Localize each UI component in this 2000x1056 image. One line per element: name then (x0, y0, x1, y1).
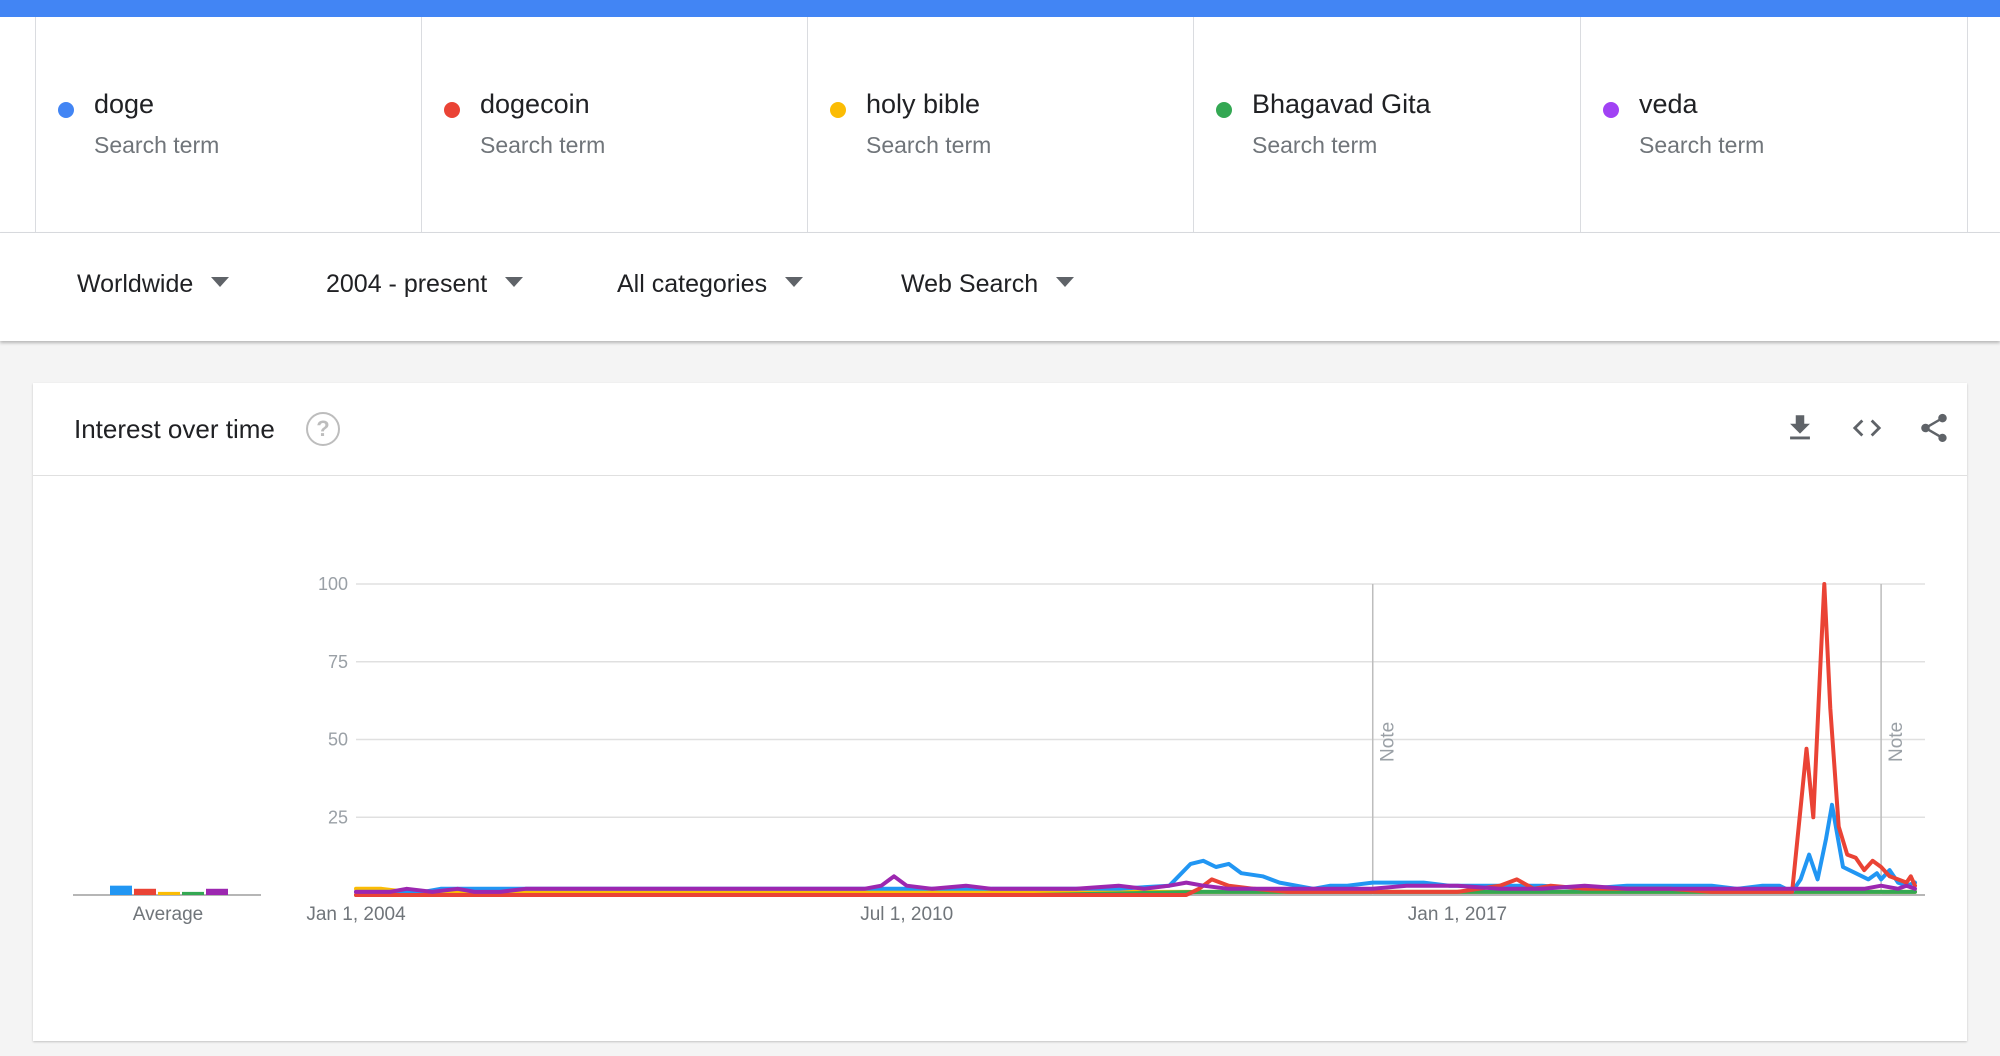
category-dropdown[interactable]: All categories (617, 270, 804, 299)
interest-chart: 100 75 50 25 Note Note Average Jan 1, 2004 Ju… (73, 574, 1925, 925)
term-card-dogecoin[interactable]: dogecoin Search term (421, 17, 808, 232)
category-value: All categories (617, 270, 768, 298)
dropdown-arrow-icon (1056, 277, 1075, 288)
note-label: Note (1378, 722, 1399, 762)
x-axis-ticks: Jan 1, 2004 Jul 1, 2010 Jan 1, 2017 (306, 904, 1507, 925)
term-type: Search term (866, 132, 992, 158)
series-color-dot (444, 102, 460, 118)
chart-notes: Note Note (1371, 584, 1907, 895)
term-card-doge[interactable]: doge Search term (35, 17, 422, 232)
term-name: Bhagavad Gita (1252, 89, 1431, 119)
term-name: doge (94, 89, 155, 119)
average-bar (110, 885, 132, 895)
help-icon[interactable]: ? (306, 412, 340, 446)
term-card-bhagavad-gita[interactable]: Bhagavad Gita Search term (1193, 17, 1580, 232)
average-bar (158, 891, 180, 895)
card-title: Interest over time (74, 414, 275, 444)
term-name: holy bible (866, 89, 981, 119)
term-card-holy-bible[interactable]: holy bible Search term (807, 17, 1194, 232)
average-bar (134, 888, 156, 895)
series-color-dot (58, 102, 74, 118)
term-type: Search term (480, 132, 606, 158)
card-header: Interest over time ? (33, 383, 1967, 476)
region-value: Worldwide (77, 270, 194, 298)
series-line-veda (354, 874, 1917, 894)
series-color-dot (1216, 102, 1232, 118)
filter-bar: Worldwide 2004 - present All categories … (0, 233, 2000, 341)
dropdown-arrow-icon (211, 277, 230, 288)
average-bar (182, 891, 204, 895)
y-tick-label: 25 (328, 807, 348, 827)
series-lines (354, 582, 1917, 897)
term-name: dogecoin (480, 89, 590, 119)
interest-over-time-card: Interest over time ? 100 75 50 25 Note Note … (33, 383, 1967, 1041)
term-name: veda (1639, 89, 1698, 119)
chart-gridlines (356, 583, 1925, 896)
embed-code-icon[interactable] (1850, 411, 1884, 445)
average-label: Average (133, 904, 203, 925)
y-axis-ticks: 100 75 50 25 (318, 574, 348, 827)
x-tick-label: Jan 1, 2004 (306, 904, 406, 925)
series-color-dot (1603, 102, 1619, 118)
term-type: Search term (1639, 132, 1765, 158)
series-color-dot (830, 102, 846, 118)
share-icon[interactable] (1917, 411, 1951, 445)
search-type-dropdown[interactable]: Web Search (901, 270, 1075, 299)
time-range-value: 2004 - present (326, 270, 488, 298)
dropdown-arrow-icon (785, 277, 804, 288)
x-tick-label: Jul 1, 2010 (860, 904, 953, 925)
term-type: Search term (94, 132, 220, 158)
average-bar (206, 888, 228, 895)
time-range-dropdown[interactable]: 2004 - present (326, 270, 524, 299)
search-type-value: Web Search (901, 270, 1039, 298)
average-bars: Average (73, 885, 261, 925)
top-accent-bar (0, 0, 2000, 17)
download-icon[interactable] (1783, 411, 1817, 445)
term-card-veda[interactable]: veda Search term (1580, 17, 1968, 232)
x-tick-label: Jan 1, 2017 (1408, 904, 1507, 925)
y-tick-label: 100 (318, 574, 348, 594)
region-dropdown[interactable]: Worldwide (77, 270, 230, 299)
note-label: Note (1886, 722, 1907, 762)
search-terms-bar: doge Search term dogecoin Search term ho… (0, 17, 2000, 233)
term-type: Search term (1252, 132, 1378, 158)
dropdown-arrow-icon (505, 277, 524, 288)
y-tick-label: 75 (328, 652, 348, 672)
y-tick-label: 50 (328, 730, 348, 750)
